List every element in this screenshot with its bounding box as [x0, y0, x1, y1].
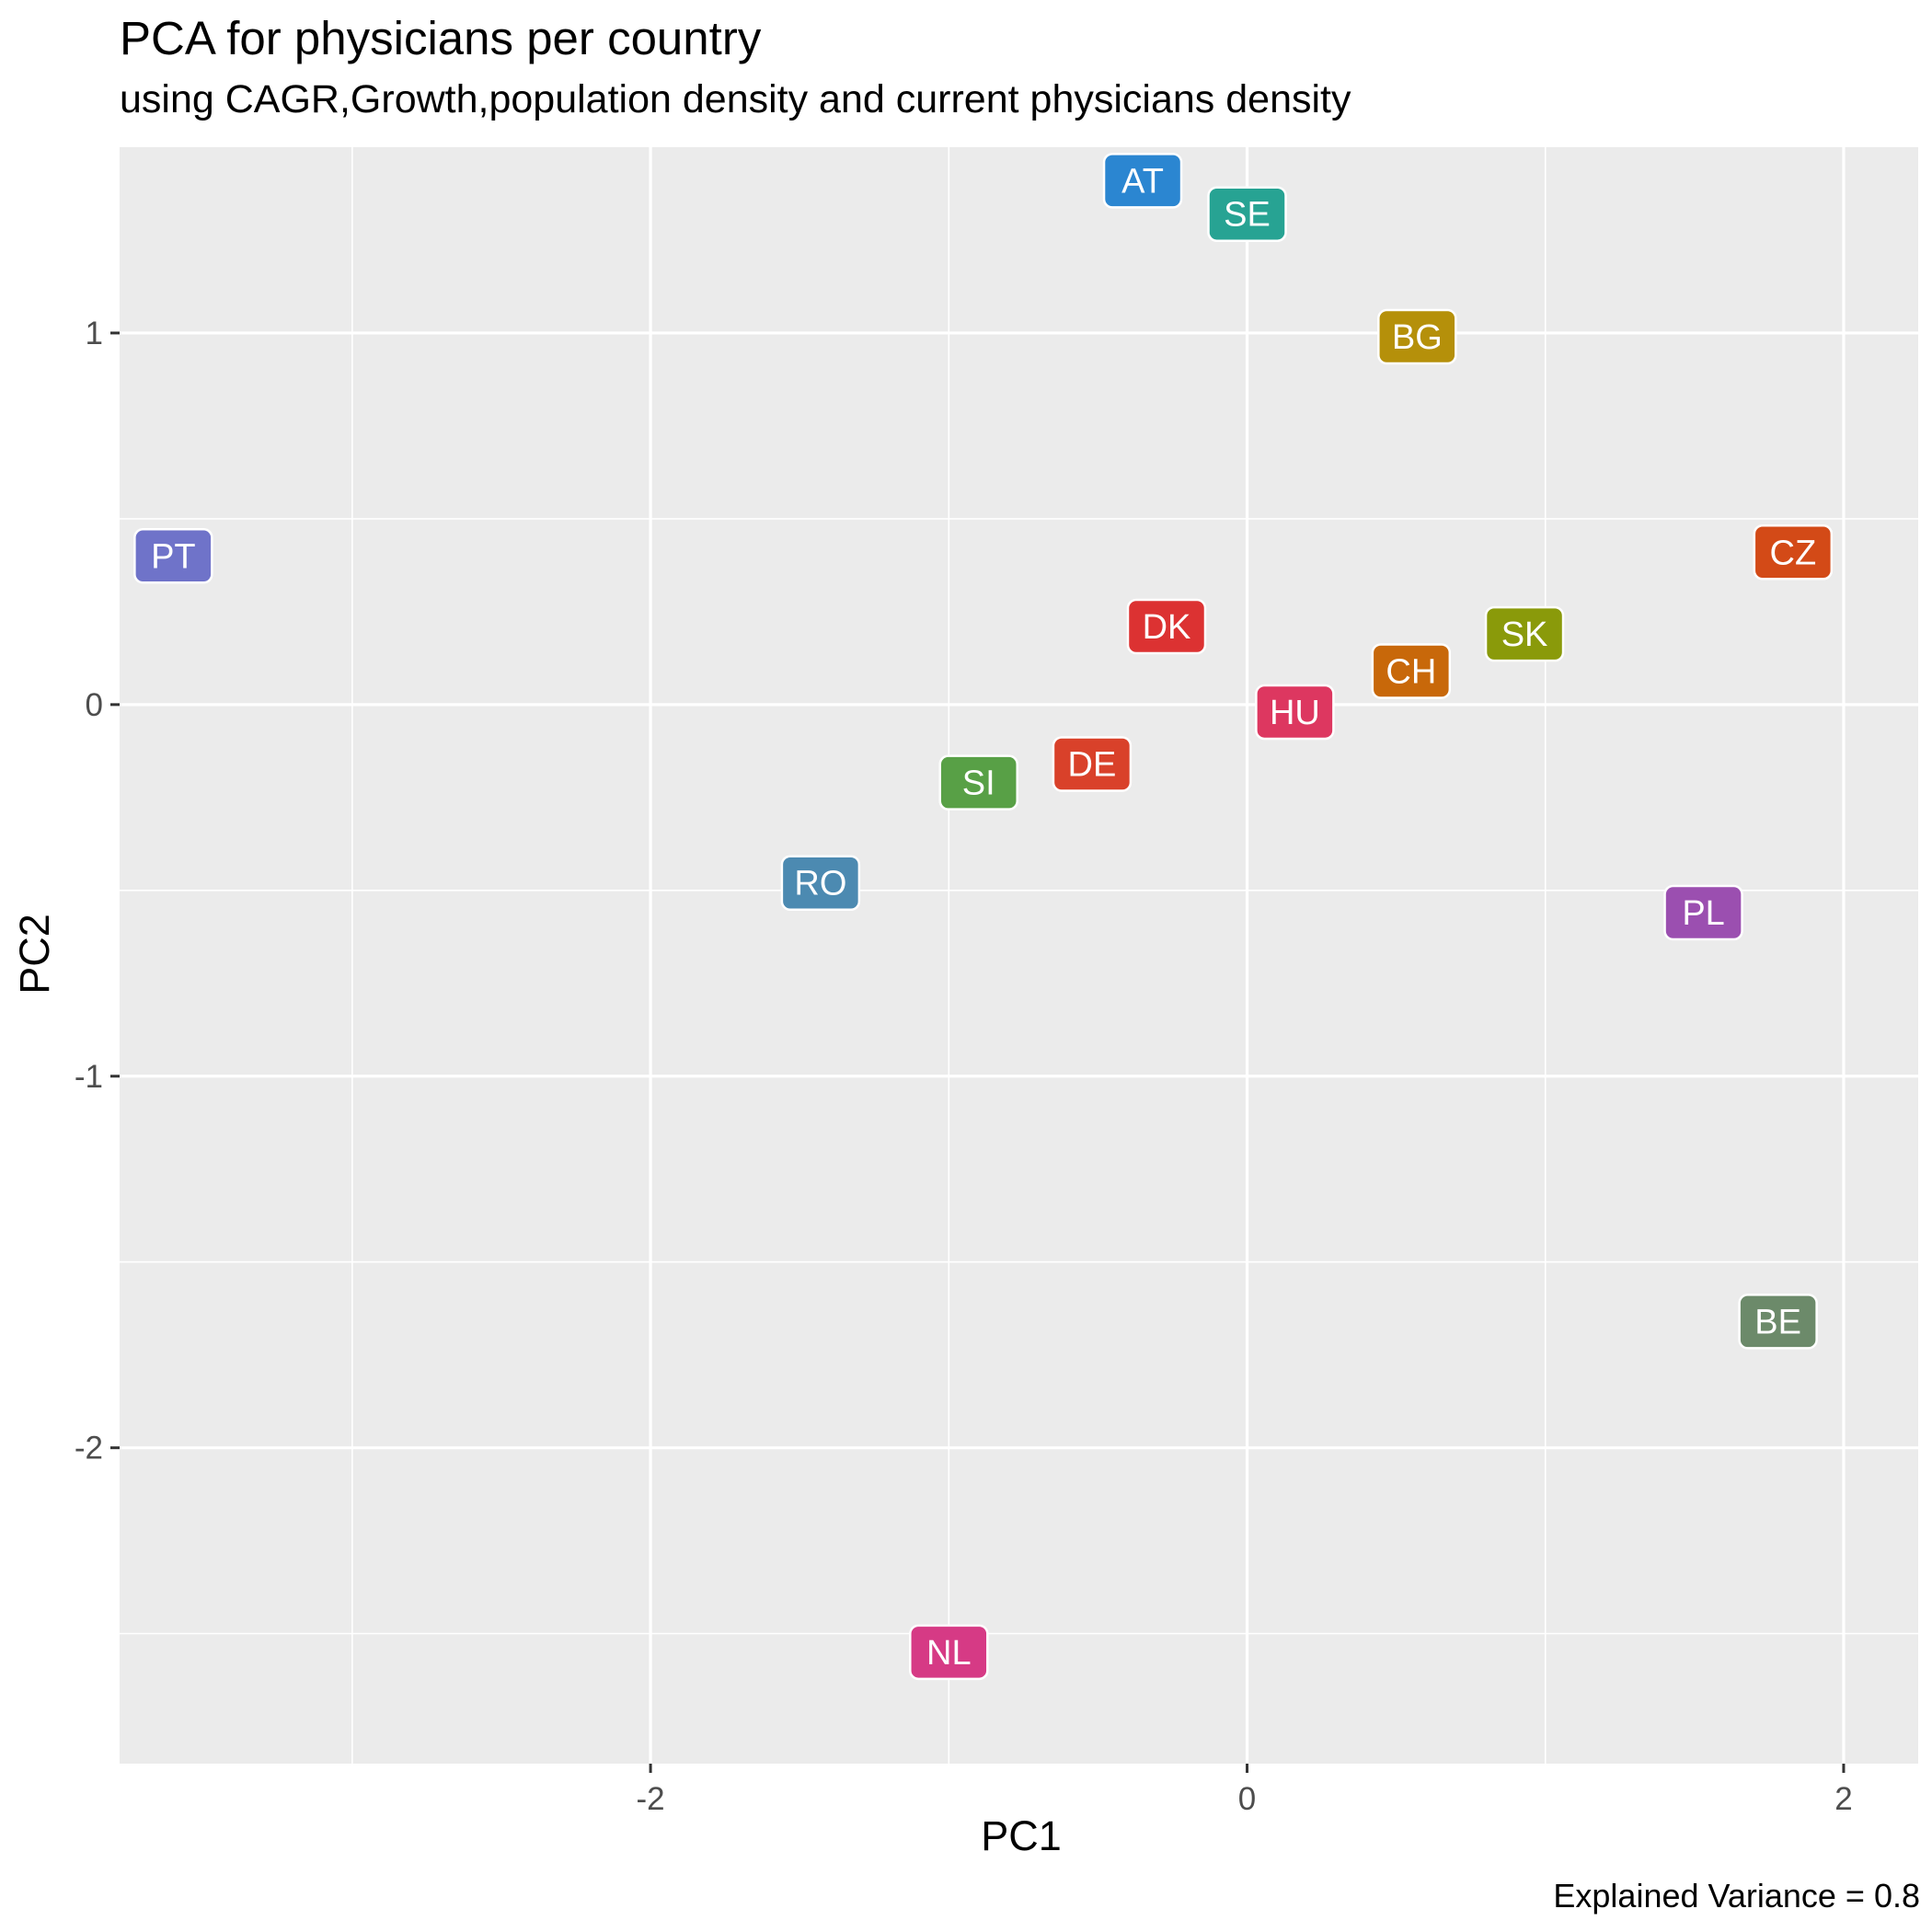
point-label-box: [1207, 186, 1287, 242]
point-label-text: CH: [1386, 653, 1436, 692]
point-label-de: DE: [1052, 736, 1133, 792]
axes: -2 0 2 -2 -1 0 1: [75, 316, 1853, 1817]
point-label-box: [1126, 598, 1207, 655]
point-label-text: HU: [1270, 694, 1320, 732]
point-label-at: AT: [1102, 153, 1183, 209]
plot-panel-background: [120, 147, 1918, 1764]
point-label-se: SE: [1207, 186, 1287, 242]
y-tick-label: -2: [75, 1431, 103, 1466]
point-label-bg: BG: [1377, 308, 1457, 365]
point-label-ch: CH: [1371, 643, 1452, 699]
point-label-ro: RO: [780, 855, 861, 911]
point-label-hu: HU: [1255, 684, 1335, 741]
point-label-text: AT: [1121, 162, 1164, 201]
point-label-box: [780, 855, 861, 911]
point-label-text: DE: [1068, 745, 1117, 784]
point-label-box: [1377, 308, 1457, 365]
point-label-text: PL: [1682, 894, 1724, 933]
point-label-box: [938, 754, 1018, 811]
point-label-text: PT: [151, 537, 196, 576]
y-tick-label: 1: [86, 316, 103, 351]
x-axis-label: PC1: [981, 1812, 1062, 1859]
minor-gridlines: [120, 147, 1918, 1764]
point-label-box: [1663, 884, 1743, 941]
point-label-text: SK: [1501, 615, 1548, 654]
chart-title: PCA for physicians per country: [120, 12, 762, 64]
point-label-text: BG: [1392, 318, 1443, 357]
point-label-box: [1753, 524, 1834, 581]
y-axis-label: PC2: [11, 914, 58, 995]
point-label-box: [1484, 605, 1565, 662]
point-label-text: SI: [962, 765, 995, 803]
chart-subtitle: using CAGR,Growth,population density and…: [120, 77, 1351, 121]
point-label-box: [1255, 684, 1335, 741]
point-label-text: CZ: [1770, 534, 1817, 572]
point-label-text: NL: [926, 1634, 972, 1673]
point-label-box: [1102, 153, 1183, 209]
point-label-box: [133, 528, 213, 584]
y-tick-label: -1: [75, 1059, 103, 1095]
point-label-text: RO: [794, 865, 846, 903]
point-label-box: [1371, 643, 1452, 699]
point-label-box: [909, 1624, 989, 1681]
point-label-text: SE: [1224, 196, 1271, 235]
point-label-dk: DK: [1126, 598, 1207, 655]
explained-variance-caption: Explained Variance = 0.8: [1553, 1877, 1920, 1915]
x-tick-label: 2: [1834, 1781, 1852, 1817]
major-gridlines: [120, 147, 1918, 1764]
point-label-box: [1052, 736, 1133, 792]
point-labels: AT SE BG PT CZ DK SK CH HU DE SI RO PL BE NL: [133, 153, 1834, 1681]
point-label-cz: CZ: [1753, 524, 1834, 581]
point-label-si: SI: [938, 754, 1018, 811]
y-tick-label: 0: [86, 687, 103, 723]
point-label-nl: NL: [909, 1624, 989, 1681]
point-label-pt: PT: [133, 528, 213, 584]
x-tick-label: 0: [1238, 1781, 1256, 1817]
x-tick-label: -2: [637, 1781, 665, 1817]
point-label-pl: PL: [1663, 884, 1743, 941]
point-label-sk: SK: [1484, 605, 1565, 662]
point-label-box: [1738, 1294, 1818, 1350]
point-label-text: DK: [1143, 608, 1191, 647]
point-label-text: BE: [1754, 1303, 1801, 1341]
point-label-be: BE: [1738, 1294, 1818, 1350]
